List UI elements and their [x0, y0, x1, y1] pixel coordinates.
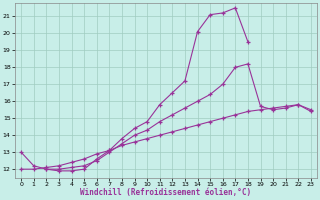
- X-axis label: Windchill (Refroidissement éolien,°C): Windchill (Refroidissement éolien,°C): [80, 188, 252, 197]
